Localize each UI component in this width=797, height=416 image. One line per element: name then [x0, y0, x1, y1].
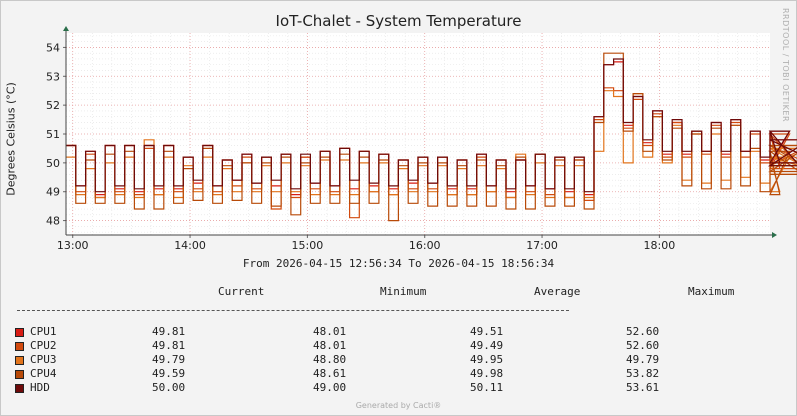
legend-swatch	[15, 356, 24, 365]
series-line-cpu4	[66, 52, 797, 222]
legend-header-maximum: Maximum	[688, 285, 735, 298]
legend-series-name: CPU1	[30, 325, 57, 338]
legend-series-name: CPU2	[30, 339, 57, 352]
rrdtool-watermark: RRDTOOL / TOBI OETIKER	[781, 8, 790, 123]
legend-maximum-value: 52.60	[626, 339, 660, 352]
legend-series-name: CPU4	[30, 367, 57, 380]
chart-title: IoT-Chalet - System Temperature	[275, 12, 522, 30]
legend-minimum-value: 48.01	[313, 325, 347, 338]
legend-swatch	[15, 384, 24, 393]
x-tick-label: 16:00	[409, 239, 441, 250]
x-tick-label: 15:00	[292, 239, 324, 250]
legend-header-average: Average	[534, 285, 581, 298]
y-tick-label: 50	[46, 157, 60, 170]
chart-canvas: 48 49 50 51 52 53 54 13:00 14:00 15:00 16:00 17:00 1…	[46, 26, 797, 250]
legend-maximum-value: 52.60	[626, 325, 660, 338]
legend-row: CPU4 49.59 48.61 49.98 53.82	[0, 367, 797, 381]
y-axis-arrow	[63, 26, 69, 31]
legend-current-value: 49.81	[152, 339, 186, 352]
legend-current-value: 49.59	[152, 367, 186, 380]
legend-swatch	[15, 370, 24, 379]
legend-header-minimum: Minimum	[380, 285, 427, 298]
date-range: From 2026-04-15 12:56:34 To 2026-04-15 1…	[242, 257, 555, 270]
legend-current-value: 50.00	[152, 381, 186, 394]
x-tick-label: 13:00	[57, 239, 89, 250]
legend-swatch	[15, 328, 24, 337]
legend-average-value: 49.49	[470, 339, 504, 352]
axes	[63, 26, 777, 238]
legend-average-value: 49.51	[470, 325, 504, 338]
y-tick-label: 48	[46, 215, 60, 228]
x-tick-label: 18:00	[644, 239, 676, 250]
legend-series-name: HDD	[30, 381, 50, 394]
legend-minimum-value: 48.80	[313, 353, 347, 366]
legend-current-value: 49.81	[152, 325, 186, 338]
legend-maximum-value: 53.61	[626, 381, 660, 394]
series-lines	[66, 52, 797, 222]
legend-minimum-value: 49.00	[313, 381, 347, 394]
legend-average-value: 50.11	[470, 381, 504, 394]
legend-minimum-value: 48.01	[313, 339, 347, 352]
legend-series-name: CPU3	[30, 353, 57, 366]
legend-maximum-value: 53.82	[626, 367, 660, 380]
y-tick-label: 53	[46, 70, 60, 83]
legend-header-current: Current	[218, 285, 265, 298]
y-tick-label: 54	[46, 41, 60, 54]
legend-swatch	[15, 342, 24, 351]
series-line-hdd	[66, 58, 797, 193]
legend-separator	[17, 310, 569, 311]
legend-minimum-value: 48.61	[313, 367, 347, 380]
legend-maximum-value: 49.79	[626, 353, 660, 366]
legend-row: CPU3 49.79 48.80 49.95 49.79	[0, 353, 797, 367]
legend-average-value: 49.98	[470, 367, 504, 380]
x-axis-arrow	[772, 232, 777, 238]
x-tick-label: 14:00	[174, 239, 206, 250]
legend-row: HDD 50.00 49.00 50.11 53.61	[0, 381, 797, 395]
footer-credit: Generated by Cacti®	[355, 401, 442, 410]
legend-row: CPU2 49.81 48.01 49.49 52.60	[0, 339, 797, 353]
legend-average-value: 49.95	[470, 353, 504, 366]
y-tick-label: 51	[46, 128, 60, 141]
legend-current-value: 49.79	[152, 353, 186, 366]
x-tick-label: 17:00	[526, 239, 558, 250]
y-tick-label: 52	[46, 99, 60, 112]
tick-labels: 48 49 50 51 52 53 54 13:00 14:00 15:00 16:00 17:00 1…	[46, 41, 675, 250]
legend-row: CPU1 49.81 48.01 49.51 52.60	[0, 325, 797, 339]
y-tick-label: 49	[46, 186, 60, 199]
